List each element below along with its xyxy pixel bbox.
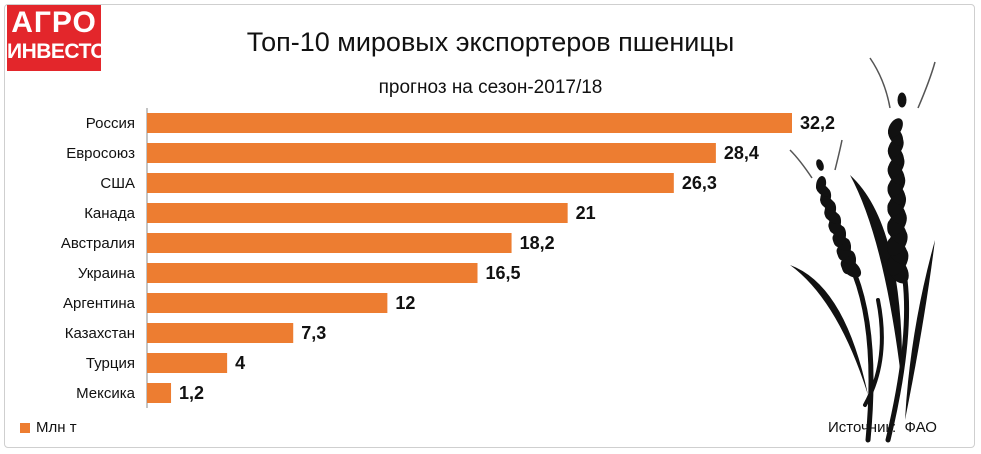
- data-label: 18,2: [520, 233, 555, 253]
- category-label: Украина: [78, 265, 136, 282]
- data-label: 7,3: [301, 323, 326, 343]
- data-label: 4: [235, 353, 245, 373]
- category-label: Россия: [86, 115, 135, 132]
- category-label: США: [100, 175, 135, 192]
- legend: Млн т: [20, 419, 77, 436]
- category-label: Аргентина: [63, 295, 136, 312]
- category-label: Канада: [84, 205, 135, 222]
- source-label: Источник:: [828, 419, 897, 436]
- brand-logo-line1: АГРО: [11, 6, 97, 39]
- chart-subtitle: прогноз на сезон-2017/18: [378, 77, 603, 98]
- chart-frame: [4, 4, 975, 448]
- data-label: 26,3: [682, 173, 717, 193]
- legend-label: Млн т: [36, 419, 77, 436]
- data-label: 12: [395, 293, 415, 313]
- legend-swatch: [20, 422, 30, 433]
- source-value: ФАО: [904, 419, 937, 436]
- bar: [147, 233, 512, 253]
- bar: [147, 353, 228, 373]
- category-label: Турция: [86, 355, 135, 372]
- category-label: Казахстан: [65, 325, 135, 342]
- category-label: Евросоюз: [66, 145, 135, 162]
- brand-logo-line2: ИНВЕСТОР: [7, 40, 120, 63]
- category-label: Мексика: [76, 385, 136, 402]
- bar: [147, 383, 172, 403]
- wheat-ears-icon: [789, 57, 936, 443]
- bar: [147, 323, 294, 343]
- data-label: 21: [576, 203, 596, 223]
- bar: [147, 203, 568, 223]
- data-label: 32,2: [800, 113, 835, 133]
- brand-logo: АГРО ИНВЕСТОР: [7, 5, 120, 71]
- bar: [147, 293, 388, 313]
- bar: [147, 143, 716, 163]
- category-label: Австралия: [61, 235, 135, 252]
- bar: [147, 263, 478, 283]
- chart-title: Топ-10 мировых экспортеров пшеницы: [246, 27, 735, 57]
- bar: [147, 113, 792, 133]
- data-label: 28,4: [724, 143, 759, 163]
- data-label: 16,5: [486, 263, 521, 283]
- bar: [147, 173, 674, 193]
- data-label: 1,2: [179, 383, 204, 403]
- source-note: Источник: ФАО: [828, 419, 937, 436]
